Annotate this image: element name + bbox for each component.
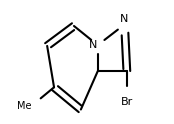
Text: N: N — [89, 40, 98, 50]
Text: Br: Br — [121, 97, 133, 107]
Text: Me: Me — [17, 101, 32, 111]
Text: N: N — [120, 15, 129, 24]
